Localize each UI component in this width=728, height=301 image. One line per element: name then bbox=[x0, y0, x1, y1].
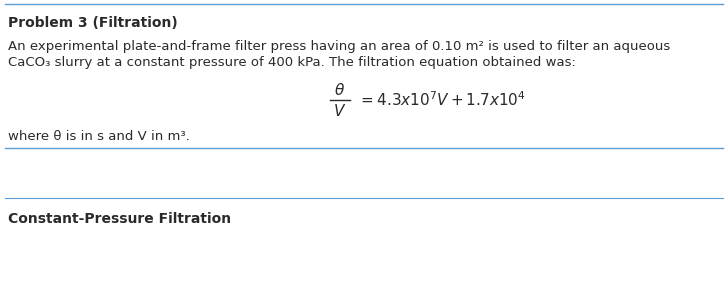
Text: $\theta$: $\theta$ bbox=[334, 82, 346, 98]
Text: $= 4.3x10^7V + 1.7x10^4$: $= 4.3x10^7V + 1.7x10^4$ bbox=[358, 91, 526, 109]
Text: An experimental plate-and-frame filter press having an area of 0.10 m² is used t: An experimental plate-and-frame filter p… bbox=[8, 40, 670, 53]
Text: where θ is in s and V in m³.: where θ is in s and V in m³. bbox=[8, 130, 190, 143]
Text: $V$: $V$ bbox=[333, 103, 347, 119]
Text: CaCO₃ slurry at a constant pressure of 400 kPa. The filtration equation obtained: CaCO₃ slurry at a constant pressure of 4… bbox=[8, 56, 576, 69]
Text: Problem 3 (Filtration): Problem 3 (Filtration) bbox=[8, 16, 178, 30]
Text: Constant-Pressure Filtration: Constant-Pressure Filtration bbox=[8, 212, 231, 226]
